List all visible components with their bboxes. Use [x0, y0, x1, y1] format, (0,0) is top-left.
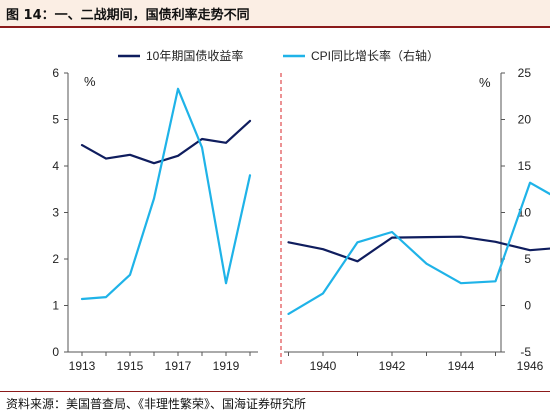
left-axis-tick-label: 1 [52, 299, 59, 313]
x-axis-tick-label: 1919 [213, 359, 240, 373]
chart-area: 0 1 2 3 4 5 6% -5 0 5 10 15 20 25% 1913 1915 1917 1919 194… [0, 32, 550, 382]
x-axis-tick-label: 1944 [448, 359, 475, 373]
right-axis-tick-label: -5 [520, 345, 531, 359]
header-divider [0, 26, 550, 28]
legend-label-yield: 10年期国债收益率 [146, 48, 243, 63]
right-axis-tick-label: 25 [518, 66, 532, 80]
right-axis-tick-label: 15 [518, 159, 532, 173]
right-axis-tick-label: 20 [518, 113, 532, 127]
right-axis-tick-label: 0 [524, 299, 531, 313]
x-axis-tick-label: 1915 [117, 359, 144, 373]
left-axis-tick-label: 3 [52, 206, 59, 220]
left-axis-tick-label: 2 [52, 252, 59, 266]
cpi-line-1 [80, 87, 252, 301]
x-axis-tick-label: 1913 [69, 359, 96, 373]
left-axis-tick-label: 5 [52, 113, 59, 127]
x-axis-tick-label: 1917 [165, 359, 192, 373]
left-axis-tick-label: 6 [52, 66, 59, 80]
left-axis-tick-label: 4 [52, 159, 59, 173]
left-axis-unit: % [84, 74, 96, 89]
x-axis-tick-label: 1946 [517, 359, 544, 373]
figure-title: 图 14：一、二战期间，国债利率走势不同 [6, 8, 250, 23]
x-axis-tick-label: 1942 [379, 359, 406, 373]
figure-header: 图 14：一、二战期间，国债利率走势不同 [0, 0, 550, 26]
x-axis-tick-label: 1940 [310, 359, 337, 373]
left-axis-tick-label: 0 [52, 345, 59, 359]
legend-label-cpi: CPI同比增长率（右轴） [311, 48, 439, 63]
yield-line-2 [287, 235, 550, 263]
footer-divider [0, 391, 550, 392]
right-axis-tick-label: 5 [524, 252, 531, 266]
yield-line-1 [80, 119, 252, 165]
source-note: 资料来源：美国普查局、《非理性繁荣》、国海证券研究所 [6, 397, 307, 411]
right-axis-unit: % [479, 75, 491, 90]
cpi-line-2 [287, 181, 550, 315]
